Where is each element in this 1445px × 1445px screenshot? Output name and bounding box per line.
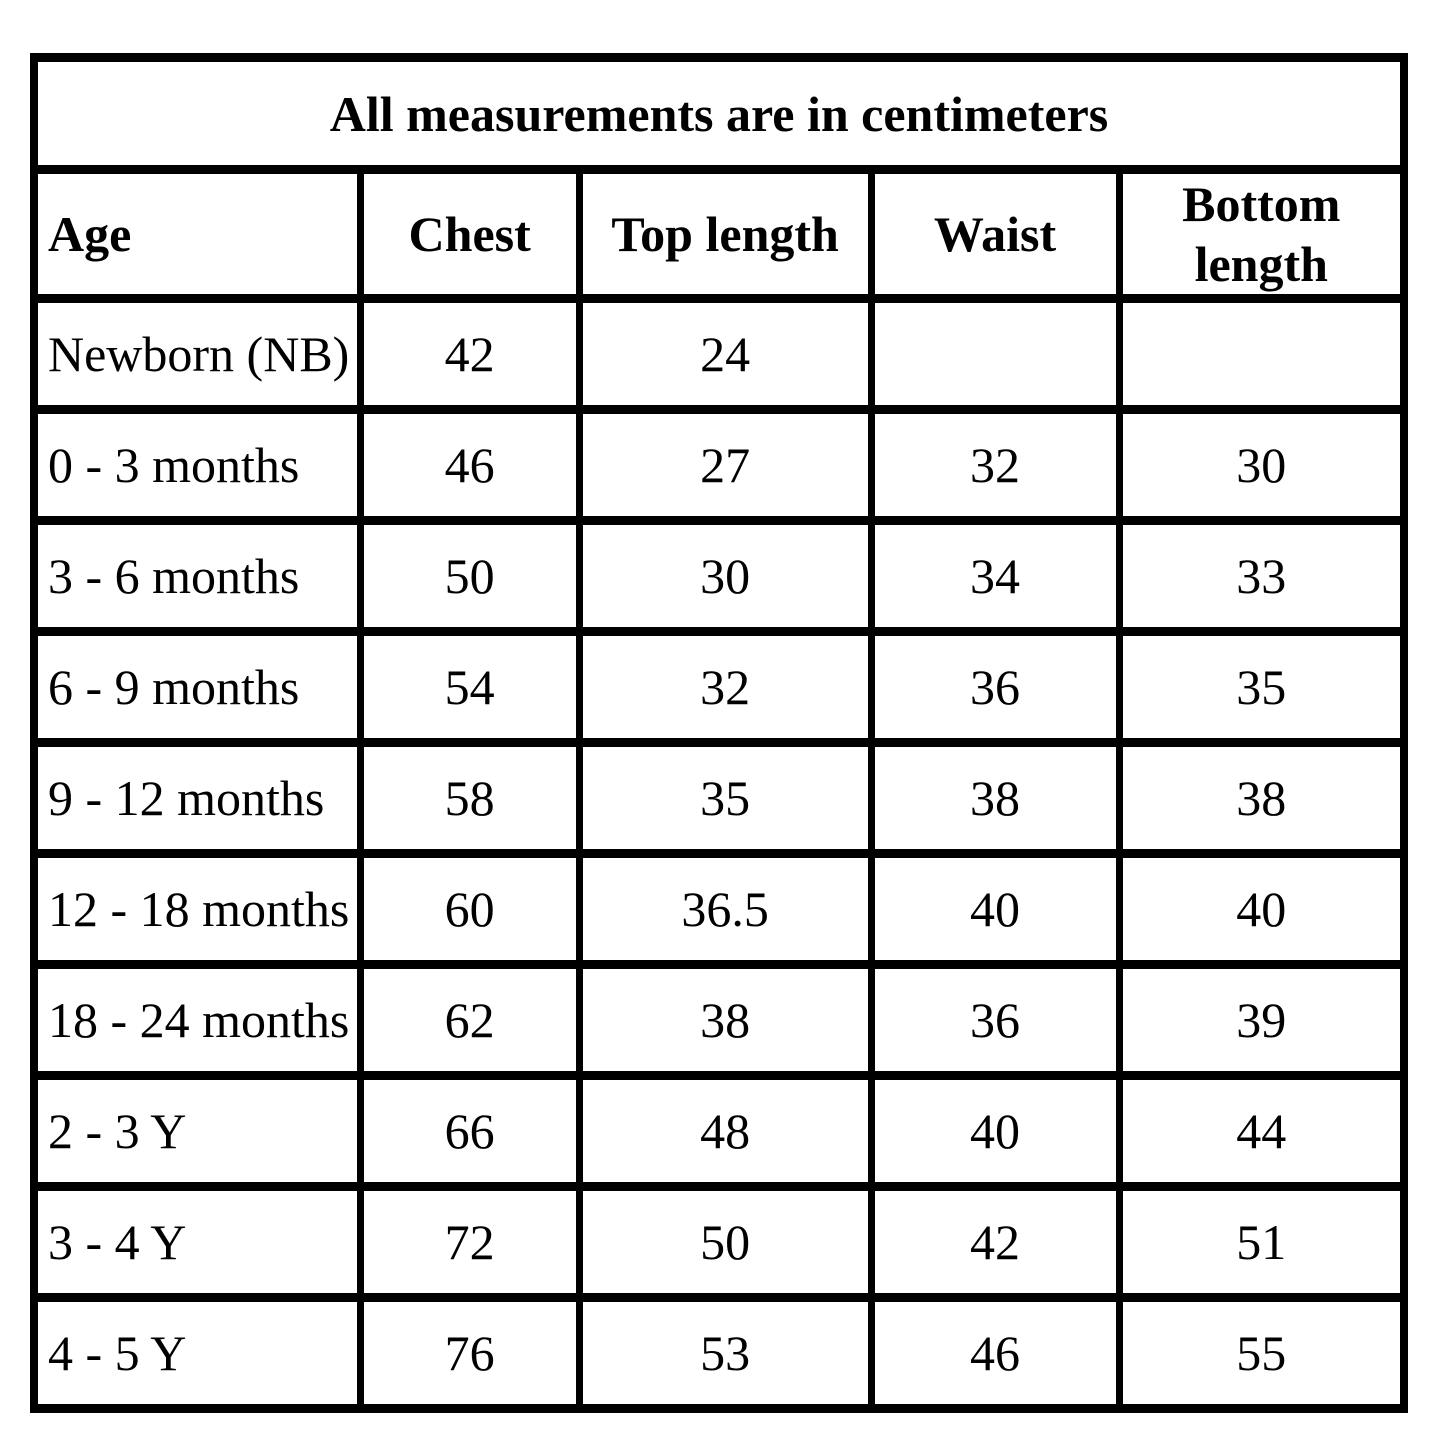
cell-bottom-length xyxy=(1115,294,1408,414)
column-header-bottom-length: Bottom length xyxy=(1115,165,1408,303)
cell-waist: 40 xyxy=(867,1071,1123,1191)
cell-age: Newborn (NB) xyxy=(30,294,364,414)
table-row: 9 - 12 months 58 35 38 38 xyxy=(30,738,1408,858)
cell-waist: 36 xyxy=(867,627,1123,747)
cell-top-length: 30 xyxy=(575,516,875,636)
cell-chest: 50 xyxy=(356,516,583,636)
cell-bottom-length: 38 xyxy=(1115,738,1408,858)
cell-waist: 32 xyxy=(867,405,1123,525)
table-row: 18 - 24 months 62 38 36 39 xyxy=(30,960,1408,1080)
cell-age: 3 - 4 Y xyxy=(30,1182,364,1302)
column-header-top-length: Top length xyxy=(575,165,875,303)
cell-age: 2 - 3 Y xyxy=(30,1071,364,1191)
cell-bottom-length: 39 xyxy=(1115,960,1408,1080)
column-header-waist: Waist xyxy=(867,165,1123,303)
column-header-chest: Chest xyxy=(356,165,583,303)
cell-age: 3 - 6 months xyxy=(30,516,364,636)
size-chart-table: All measurements are in centimeters Age … xyxy=(30,53,1408,1413)
cell-waist: 38 xyxy=(867,738,1123,858)
cell-top-length: 38 xyxy=(575,960,875,1080)
cell-chest: 76 xyxy=(356,1293,583,1413)
cell-age: 18 - 24 months xyxy=(30,960,364,1080)
cell-top-length: 27 xyxy=(575,405,875,525)
cell-chest: 62 xyxy=(356,960,583,1080)
cell-waist: 42 xyxy=(867,1182,1123,1302)
cell-top-length: 32 xyxy=(575,627,875,747)
cell-top-length: 48 xyxy=(575,1071,875,1191)
cell-bottom-length: 44 xyxy=(1115,1071,1408,1191)
table-title-row: All measurements are in centimeters xyxy=(30,53,1408,174)
cell-top-length: 36.5 xyxy=(575,849,875,969)
column-header-age: Age xyxy=(30,165,364,303)
cell-chest: 42 xyxy=(356,294,583,414)
table-row: Newborn (NB) 42 24 xyxy=(30,294,1408,414)
cell-chest: 54 xyxy=(356,627,583,747)
cell-age: 12 - 18 months xyxy=(30,849,364,969)
table-title: All measurements are in centimeters xyxy=(30,53,1408,174)
cell-age: 6 - 9 months xyxy=(30,627,364,747)
table-row: 12 - 18 months 60 36.5 40 40 xyxy=(30,849,1408,969)
cell-chest: 66 xyxy=(356,1071,583,1191)
cell-waist: 36 xyxy=(867,960,1123,1080)
cell-top-length: 24 xyxy=(575,294,875,414)
table-row: 3 - 4 Y 72 50 42 51 xyxy=(30,1182,1408,1302)
table-row: 4 - 5 Y 76 53 46 55 xyxy=(30,1293,1408,1413)
cell-age: 4 - 5 Y xyxy=(30,1293,364,1413)
cell-bottom-length: 55 xyxy=(1115,1293,1408,1413)
cell-chest: 58 xyxy=(356,738,583,858)
cell-waist: 34 xyxy=(867,516,1123,636)
cell-waist xyxy=(867,294,1123,414)
cell-chest: 72 xyxy=(356,1182,583,1302)
cell-waist: 46 xyxy=(867,1293,1123,1413)
cell-chest: 46 xyxy=(356,405,583,525)
cell-bottom-length: 51 xyxy=(1115,1182,1408,1302)
table-row: 3 - 6 months 50 30 34 33 xyxy=(30,516,1408,636)
cell-bottom-length: 35 xyxy=(1115,627,1408,747)
cell-bottom-length: 30 xyxy=(1115,405,1408,525)
cell-chest: 60 xyxy=(356,849,583,969)
cell-bottom-length: 33 xyxy=(1115,516,1408,636)
table-row: 6 - 9 months 54 32 36 35 xyxy=(30,627,1408,747)
table-row: 2 - 3 Y 66 48 40 44 xyxy=(30,1071,1408,1191)
cell-age: 0 - 3 months xyxy=(30,405,364,525)
cell-top-length: 35 xyxy=(575,738,875,858)
table-header-row: Age Chest Top length Waist Bottom length xyxy=(30,165,1408,303)
cell-age: 9 - 12 months xyxy=(30,738,364,858)
table-row: 0 - 3 months 46 27 32 30 xyxy=(30,405,1408,525)
cell-bottom-length: 40 xyxy=(1115,849,1408,969)
cell-top-length: 50 xyxy=(575,1182,875,1302)
cell-waist: 40 xyxy=(867,849,1123,969)
cell-top-length: 53 xyxy=(575,1293,875,1413)
